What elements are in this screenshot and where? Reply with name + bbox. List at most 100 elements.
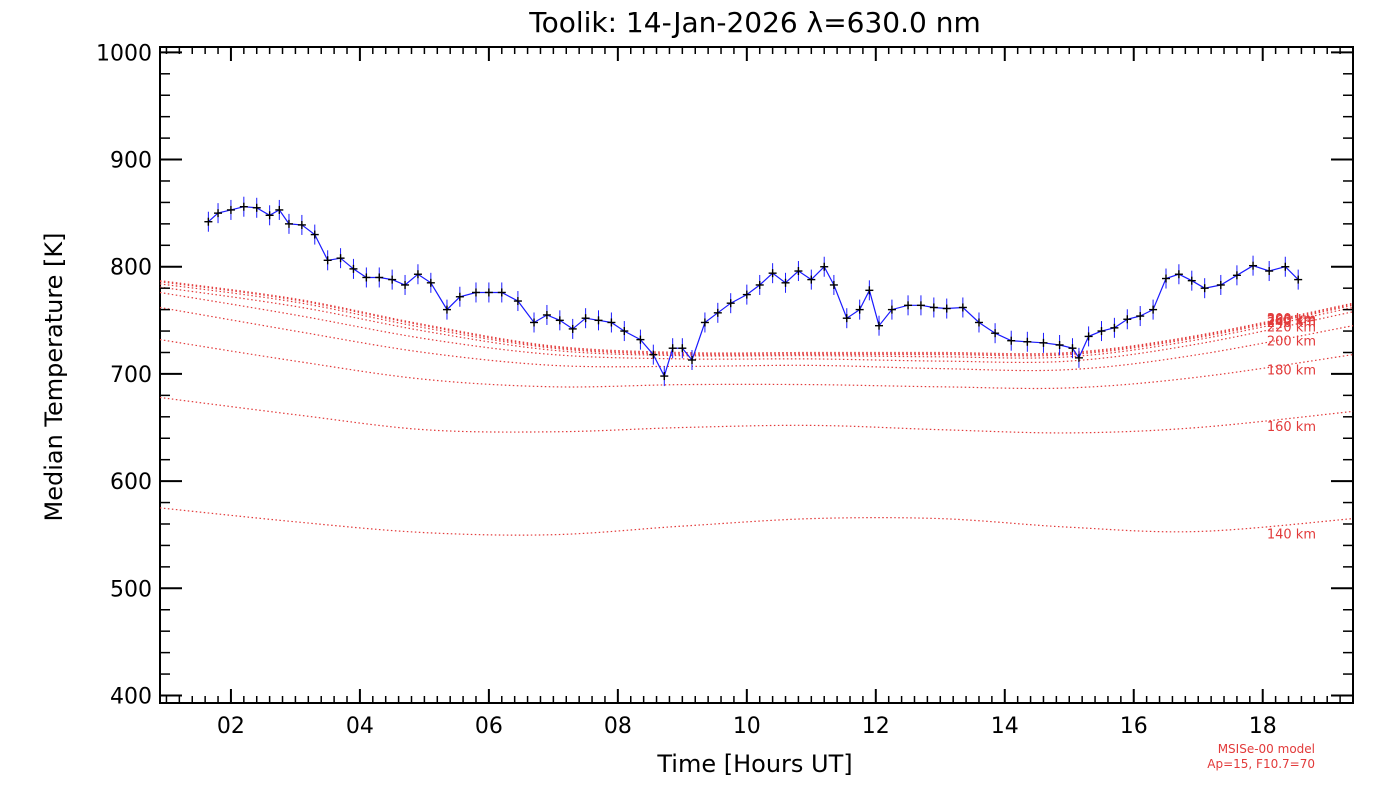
data-point: [842, 308, 851, 329]
data-point: [484, 282, 493, 303]
x-tick-label: 10: [733, 714, 761, 739]
data-point: [1149, 299, 1158, 320]
data-point: [388, 269, 397, 290]
data-point: [513, 291, 522, 312]
data-point: [362, 267, 371, 288]
model-curve: [159, 306, 1354, 372]
data-point: [807, 269, 816, 290]
data-point: [1232, 265, 1241, 286]
x-tick-label: 04: [346, 714, 374, 739]
data-point: [1123, 309, 1132, 330]
data-point: [214, 203, 223, 224]
data-point: [1055, 334, 1064, 355]
data-point: [204, 211, 213, 232]
data-point: [401, 274, 410, 295]
data-point: [568, 318, 577, 339]
data-point: [284, 213, 293, 234]
data-point: [855, 299, 864, 320]
data-point: [991, 323, 1000, 344]
y-tick-label: 800: [110, 256, 152, 281]
data-point: [530, 312, 539, 333]
model-curve-label: 260 km: [1267, 314, 1316, 329]
data-point: [942, 298, 951, 319]
model-curve-label: 280 km: [1267, 313, 1316, 328]
model-curve-label: 200 km: [1267, 334, 1316, 349]
model-curve: [159, 280, 1354, 355]
chart-title: Toolik: 14-Jan-2026 λ=630.0 nm: [528, 6, 981, 39]
model-curve: [159, 291, 1354, 364]
data-point: [794, 261, 803, 282]
x-tick-label: 18: [1249, 714, 1277, 739]
data-point: [668, 338, 677, 359]
data-point: [297, 214, 306, 235]
x-tick-label: 14: [991, 714, 1019, 739]
measured-line: [207, 206, 1299, 378]
data-point: [252, 197, 261, 218]
y-tick-label: 600: [110, 470, 152, 495]
footnote-model: MSISe-00 model: [1218, 742, 1315, 756]
model-curve-label: 220 km: [1267, 320, 1316, 335]
data-point: [713, 302, 722, 323]
model-curve: [159, 507, 1354, 536]
data-point: [660, 366, 669, 387]
data-point: [726, 293, 735, 314]
model-curve: [159, 339, 1354, 390]
y-tick-label: 700: [110, 363, 152, 388]
data-point: [375, 267, 384, 288]
data-point: [875, 315, 884, 336]
data-point: [265, 205, 274, 226]
data-point: [455, 286, 464, 307]
model-curve-label: 140 km: [1267, 527, 1316, 542]
data-point: [442, 299, 451, 320]
data-point: [1174, 264, 1183, 285]
data-point: [555, 310, 564, 331]
data-point: [1084, 326, 1093, 347]
data-point: [336, 248, 345, 269]
data-point: [1097, 321, 1106, 342]
data-point: [349, 258, 358, 279]
model-curve: [159, 396, 1354, 434]
data-point: [1187, 270, 1196, 291]
data-point: [1294, 269, 1303, 290]
data-point: [958, 297, 967, 318]
data-point: [1136, 306, 1145, 327]
data-point: [755, 274, 764, 295]
data-point: [904, 295, 913, 316]
x-tick-label: 12: [862, 714, 890, 739]
x-axis-label: Time [Hours UT]: [656, 750, 852, 778]
data-point: [865, 280, 874, 301]
data-point: [1074, 347, 1083, 368]
measured-series: [204, 196, 1303, 387]
data-point: [1007, 330, 1016, 351]
model-curve: [159, 286, 1354, 359]
data-point: [649, 344, 658, 365]
data-point: [1161, 268, 1170, 289]
plot-frame: [159, 46, 1354, 704]
data-point: [471, 282, 480, 303]
data-point: [620, 321, 629, 342]
data-point: [974, 312, 983, 333]
data-point: [820, 256, 829, 277]
x-tick-label: 08: [604, 714, 632, 739]
data-point: [678, 338, 687, 359]
data-point: [310, 224, 319, 245]
data-point: [226, 199, 235, 220]
data-point: [1265, 261, 1274, 282]
data-point: [594, 310, 603, 331]
data-point: [1068, 338, 1077, 359]
data-point: [1249, 255, 1258, 276]
data-point: [275, 199, 284, 220]
data-point: [323, 250, 332, 271]
data-point: [239, 196, 248, 217]
model-curve: [159, 281, 1354, 356]
data-point: [700, 312, 709, 333]
data-point: [1039, 332, 1048, 353]
model-curve-label: 240 km: [1267, 316, 1316, 331]
data-point: [581, 308, 590, 329]
data-point: [497, 282, 506, 303]
data-point: [916, 295, 925, 316]
y-tick-label: 400: [110, 684, 152, 709]
data-point: [929, 297, 938, 318]
